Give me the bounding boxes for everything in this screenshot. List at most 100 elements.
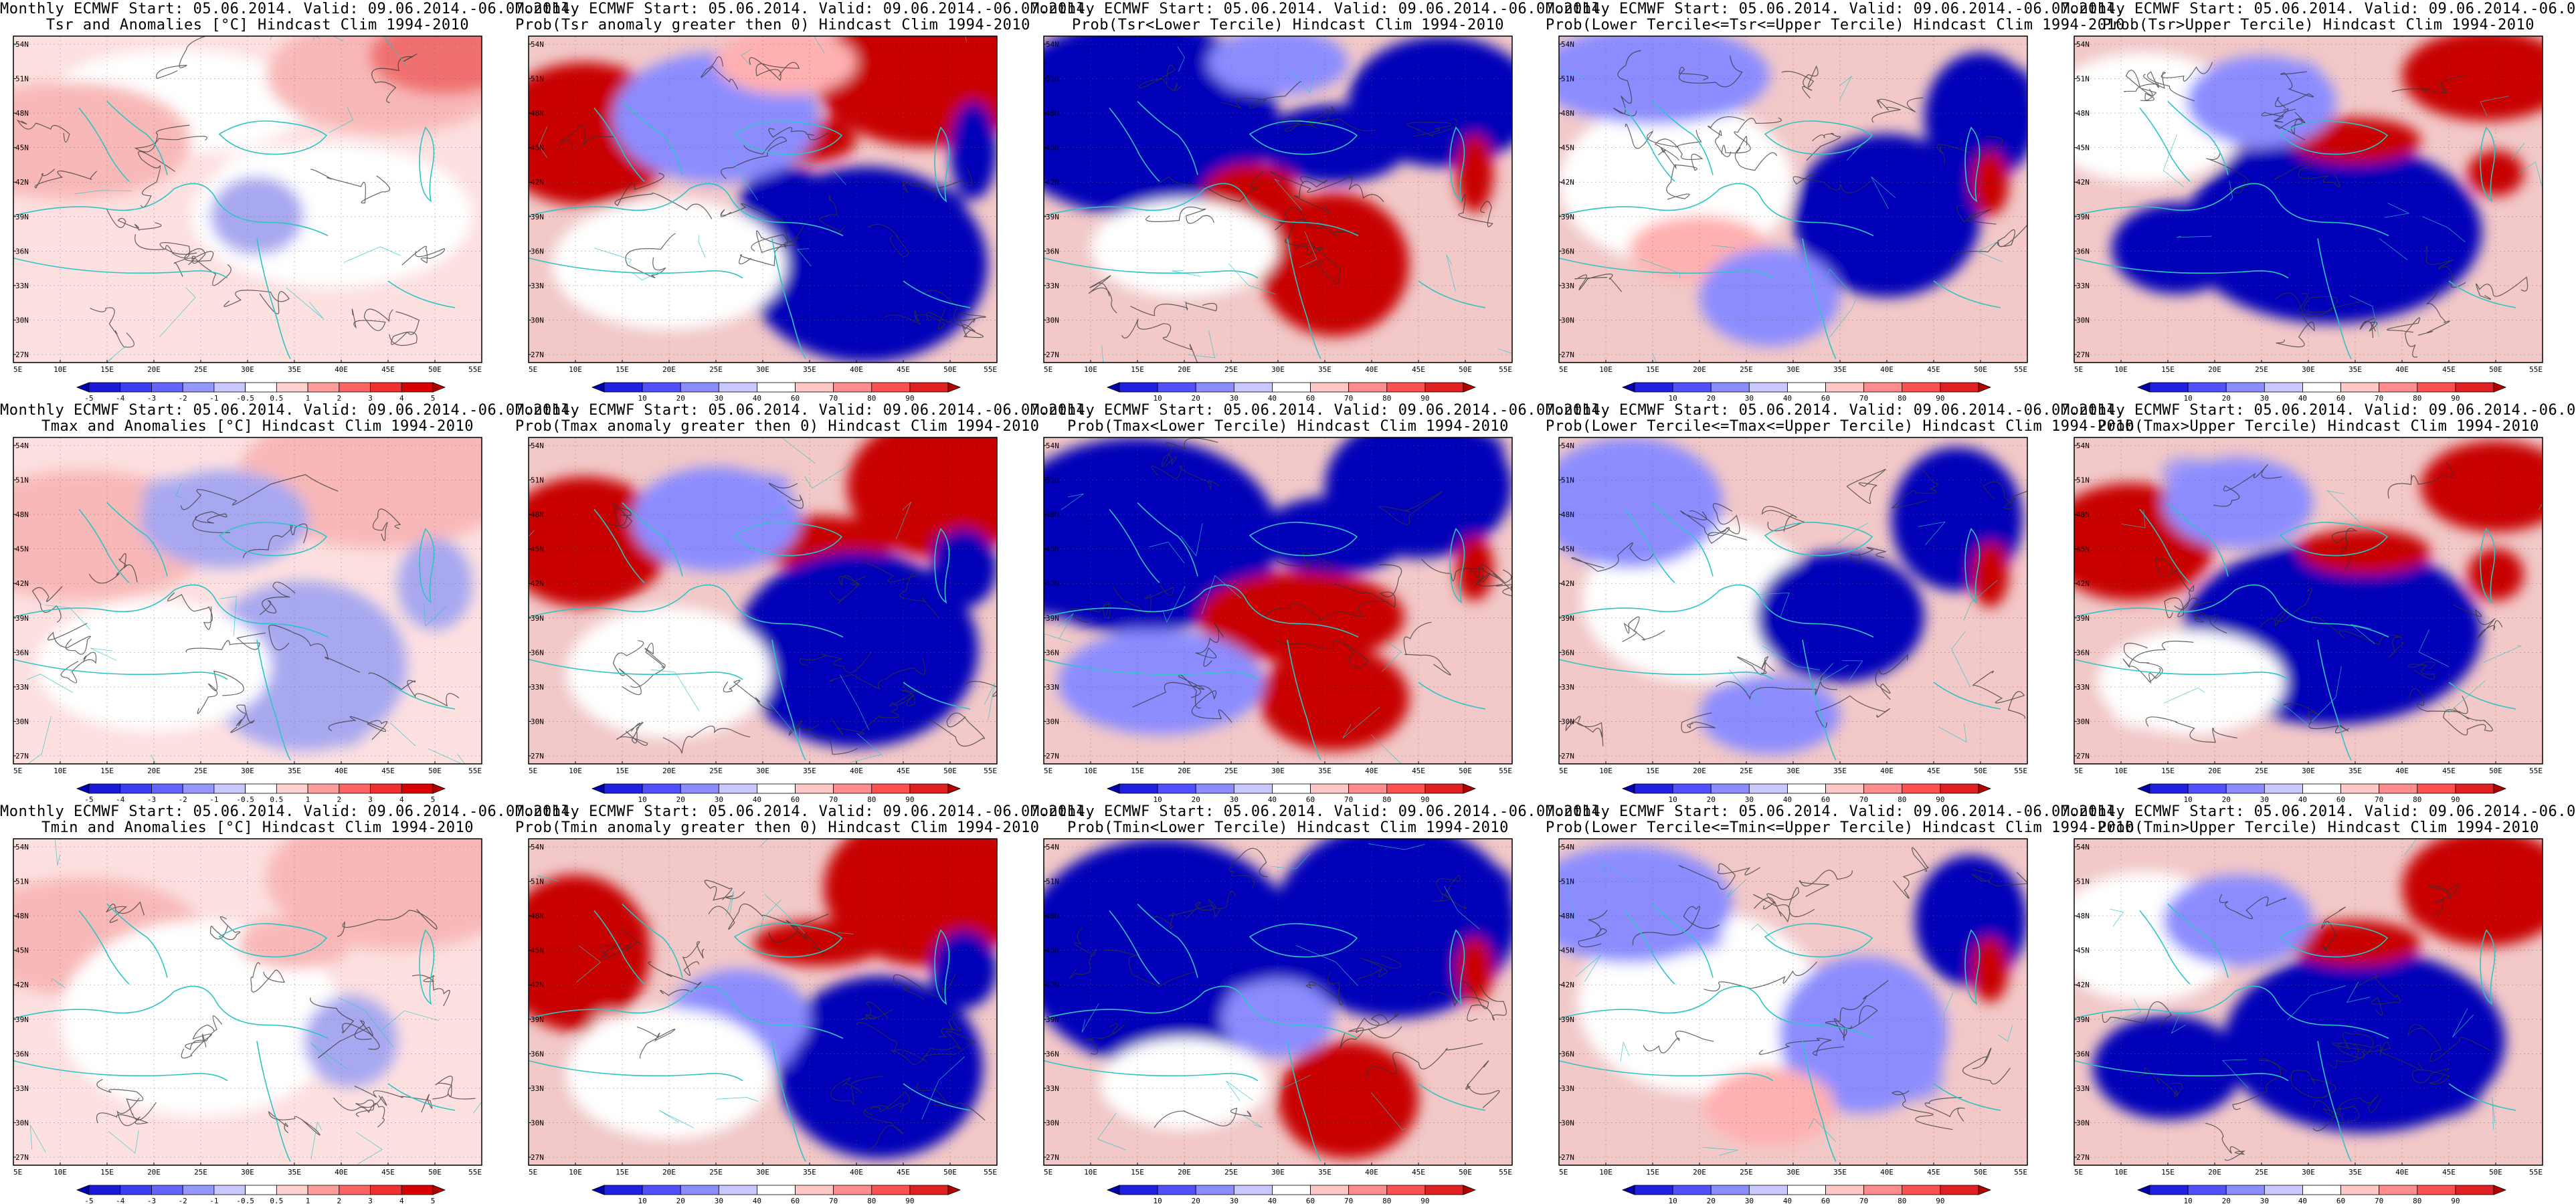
coastline xyxy=(593,508,645,583)
longitude-label: 5E xyxy=(1559,365,1568,374)
contour-line xyxy=(1962,1047,2011,1085)
latitude-label: 36N xyxy=(1046,1049,1059,1058)
longitude-label: 55E xyxy=(468,1168,482,1177)
contour-line xyxy=(1145,206,1214,224)
field-speckle xyxy=(763,936,799,948)
longitude-label: 40E xyxy=(1880,365,1894,374)
contour-line xyxy=(2425,245,2466,288)
field-speckle xyxy=(1240,584,1289,613)
coastline xyxy=(903,280,971,308)
contour-line xyxy=(739,241,793,266)
longitude-label: 55E xyxy=(2014,767,2027,775)
map-panel-r0c2: Monthly ECMWF Start: 05.06.2014. Valid: … xyxy=(1030,0,1609,402)
country-border xyxy=(2483,645,2522,663)
field-speckle xyxy=(1044,160,1131,195)
longitude-label: 35E xyxy=(1833,1168,1847,1177)
colorbar-segment xyxy=(1233,1185,1273,1195)
field-speckle xyxy=(1990,898,2015,919)
country-border xyxy=(51,978,66,989)
colorbar-segment xyxy=(2187,1185,2227,1195)
colorbar-segment xyxy=(680,783,719,794)
field-blob xyxy=(2402,839,2543,947)
coastline xyxy=(1137,502,1198,577)
field-speckle xyxy=(2323,121,2351,130)
map-figure: 54N 51N 48N 45N 42N 39N 36N 33N 30N 27N 5E 10E 15E 20… xyxy=(1043,838,1513,1204)
colorbar-segment xyxy=(1348,382,1388,393)
colorbar-low-arrow xyxy=(2136,1185,2150,1195)
latitude-label: 51N xyxy=(15,476,29,485)
field-speckle xyxy=(2294,83,2328,105)
latitude-label: 51N xyxy=(1561,878,1574,886)
field-speckle xyxy=(1227,1012,1261,1027)
field-speckle xyxy=(13,161,55,184)
latitude-label: 42N xyxy=(1561,178,1574,187)
country-border xyxy=(1287,66,1316,94)
field-speckle xyxy=(1849,593,1891,623)
field-speckle xyxy=(1611,194,1673,226)
coastline xyxy=(2167,502,2229,577)
latitude-label: 39N xyxy=(15,614,29,623)
field-speckle xyxy=(2190,207,2223,233)
longitude-label: 25E xyxy=(709,365,723,374)
field-speckle xyxy=(562,155,605,185)
country-border xyxy=(2492,1097,2496,1130)
contour-line xyxy=(1132,674,1204,709)
longitude-label: 10E xyxy=(54,767,67,775)
field-speckle xyxy=(1997,966,2007,979)
colorbar-segment xyxy=(2417,382,2456,393)
contour-line xyxy=(1871,97,1924,123)
latitude-label: 54N xyxy=(1561,40,1574,49)
field-speckle xyxy=(2337,136,2375,146)
latitude-label: 33N xyxy=(2076,1084,2090,1093)
field-blob xyxy=(1559,437,1723,569)
colorbar-label: 60 xyxy=(791,394,800,401)
colorbar-segment xyxy=(2225,1185,2265,1195)
longitude-label: 30E xyxy=(1271,767,1285,775)
colorbar-label: 4 xyxy=(399,1197,404,1204)
colorbar-segment xyxy=(2302,783,2341,794)
contour-line xyxy=(701,56,739,90)
latitude-label: 30N xyxy=(1046,1118,1059,1127)
longitude-label: 55E xyxy=(1499,365,1512,374)
colorbar-low-arrow xyxy=(76,382,90,393)
field-speckle xyxy=(1944,926,1967,969)
field-speckle xyxy=(329,163,403,199)
colorbar-label: -3 xyxy=(147,394,156,401)
contour-line xyxy=(1565,716,1604,746)
field-speckle xyxy=(24,108,65,148)
longitude-label: 25E xyxy=(194,1168,207,1177)
contour-line xyxy=(2407,661,2435,680)
field-speckle xyxy=(2508,476,2533,493)
colorbar-segment xyxy=(2379,783,2418,794)
colorbar-segment xyxy=(2302,382,2341,393)
longitude-label: 35E xyxy=(1318,365,1331,374)
contour-line xyxy=(1571,542,1654,572)
colorbar-segment xyxy=(307,783,340,794)
latitude-label: 39N xyxy=(1046,213,1059,221)
colorbar: 10 20 30 40 60 70 80 90 xyxy=(2136,783,2507,803)
colorbar-segment xyxy=(833,783,872,794)
latitude-label: 54N xyxy=(1561,843,1574,851)
latitude-label: 42N xyxy=(15,981,29,989)
contour-line xyxy=(31,586,63,623)
contour-line xyxy=(2102,1001,2173,1029)
latitude-label: 39N xyxy=(2076,213,2090,221)
colorbar-segment xyxy=(213,1185,246,1195)
coastline xyxy=(2317,238,2352,359)
field-speckle xyxy=(2320,147,2349,155)
country-border xyxy=(1918,521,1946,545)
contour-line xyxy=(1971,868,2027,887)
country-border xyxy=(329,106,353,133)
field-speckle xyxy=(109,653,155,681)
country-border xyxy=(1726,879,1746,898)
latitude-label: 30N xyxy=(1046,717,1059,726)
longitude-label: 20E xyxy=(662,365,676,374)
coastline xyxy=(256,1041,291,1162)
colorbar-segment xyxy=(1272,382,1311,393)
field-blob xyxy=(1971,150,2009,216)
field-speckle xyxy=(395,860,439,902)
country-border xyxy=(725,890,735,916)
longitude-label: 35E xyxy=(288,1168,301,1177)
contour-line xyxy=(2391,75,2468,94)
field-speckle xyxy=(1309,1112,1349,1149)
